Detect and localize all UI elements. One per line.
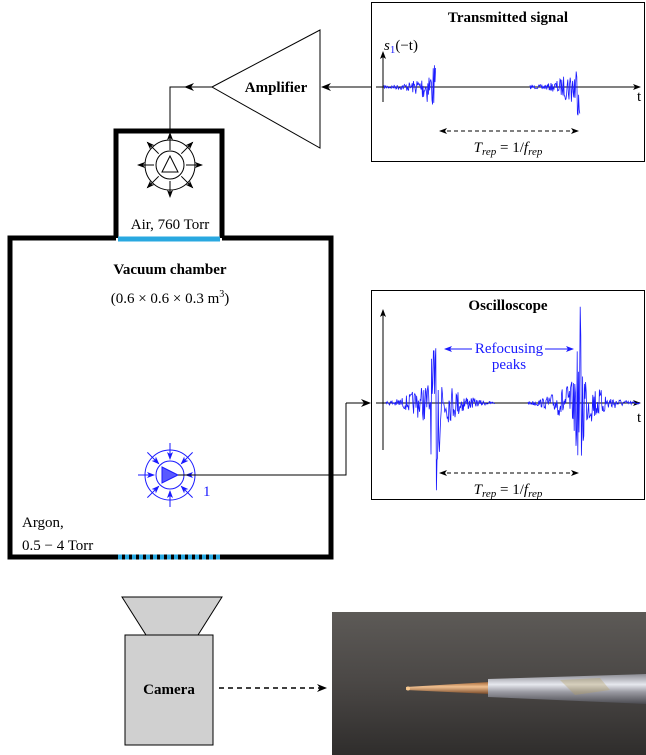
- time-axis-label: t: [637, 410, 642, 426]
- period-sub: rep: [482, 146, 497, 158]
- period-eq: = 1/: [496, 482, 524, 498]
- vacuum-chamber: [7, 235, 334, 560]
- signal-arg: (−t): [395, 38, 418, 54]
- annotation-line2: peaks: [492, 357, 526, 373]
- annotation-line1: Refocusing: [475, 341, 544, 357]
- transmitted-waveform: [383, 65, 581, 116]
- waveform-burst: [527, 306, 640, 456]
- receiver-label: 1: [203, 484, 211, 500]
- period-f: f: [524, 482, 530, 498]
- period-label: Trep = 1/frep: [474, 482, 543, 500]
- time-axis-label: t: [637, 89, 642, 105]
- wave-arrow: [147, 485, 160, 498]
- wave-arrow: [146, 175, 160, 189]
- transmitter-title: Transmitted signal: [448, 10, 568, 26]
- waveform-burst: [383, 65, 436, 105]
- amplifier-label: Amplifier: [245, 80, 308, 96]
- period-eq: = 1/: [496, 140, 524, 156]
- wave-arrow: [146, 141, 160, 155]
- period-sub2: rep: [528, 146, 543, 158]
- chamber-title: Vacuum chamber: [113, 262, 227, 278]
- size-main: (0.6 × 0.6 × 0.3 m: [111, 291, 220, 307]
- chamber-size: (0.6 × 0.6 × 0.3 m3): [111, 289, 230, 307]
- amplifier-triangle: [210, 29, 321, 149]
- air-chamber: [113, 128, 225, 238]
- argon-label: Argon,: [22, 515, 64, 531]
- wave-arrow: [180, 175, 194, 189]
- wave-arrow: [180, 452, 193, 465]
- wave-arrow: [180, 485, 193, 498]
- wave-arrow: [180, 141, 194, 155]
- photo: [332, 612, 646, 755]
- period-f: f: [524, 140, 530, 156]
- wave-arrow: [147, 452, 160, 465]
- pressure-label: 0.5 − 4 Torr: [22, 538, 93, 554]
- size-close: ): [224, 291, 229, 307]
- period-label: Trep = 1/frep: [474, 140, 543, 158]
- transmitter-box: [371, 2, 645, 162]
- size-exp: 3: [219, 289, 224, 300]
- oscilloscope-title: Oscilloscope: [468, 298, 548, 314]
- waveform-burst: [529, 71, 581, 116]
- camera-lens: [121, 596, 223, 636]
- waveform-burst: [385, 348, 495, 491]
- received-waveform: [385, 306, 640, 491]
- receiver-cable: [178, 403, 347, 476]
- period-sub2: rep: [528, 488, 543, 500]
- period-t: T: [474, 140, 484, 156]
- period-sub: rep: [482, 488, 497, 500]
- camera-body: [124, 634, 214, 746]
- signal-s: s: [384, 38, 390, 54]
- emitter-transducer: [137, 132, 203, 198]
- camera-label: Camera: [143, 682, 195, 698]
- air-label: Air, 760 Torr: [131, 217, 209, 233]
- signal-label: s1(−t): [384, 38, 418, 56]
- period-t: T: [474, 482, 484, 498]
- oscilloscope-box: [371, 290, 645, 500]
- signal-sub: 1: [390, 44, 396, 56]
